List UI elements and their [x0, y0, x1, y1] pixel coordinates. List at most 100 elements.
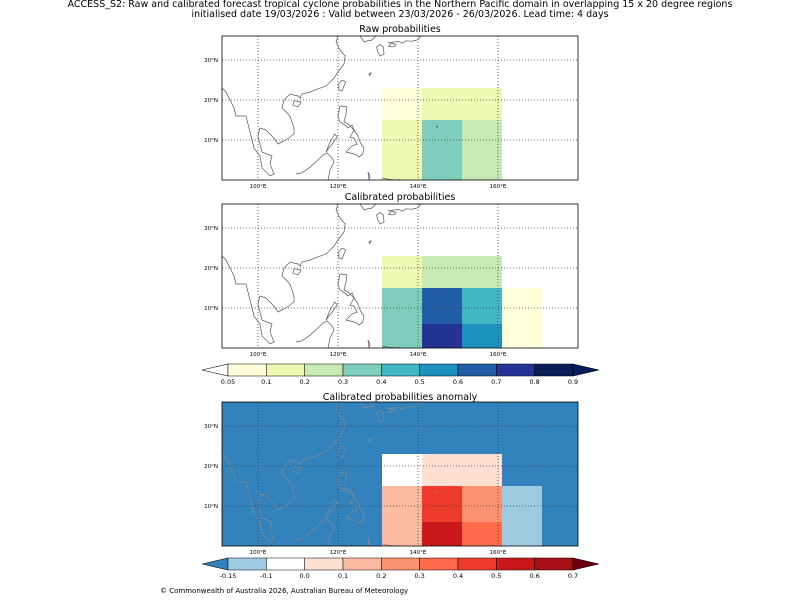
- raw-coastline: [295, 152, 335, 180]
- anomaly-probability-cell: [462, 522, 502, 546]
- anomaly-colorbar-tick-label: 0.3: [414, 572, 424, 580]
- raw-probability-cell: [462, 120, 502, 180]
- anomaly-colorbar-tick-label: 0.1: [338, 572, 348, 580]
- calibrated-probability-cell: [422, 256, 502, 288]
- calibrated-lat-tick-label: 20°N: [204, 266, 218, 272]
- calibrated-coastline: [387, 204, 422, 212]
- raw-coastline: [325, 133, 338, 153]
- raw-coastline: [368, 72, 372, 77]
- anomaly-coastline: [325, 499, 338, 519]
- anomaly-colorbar-over-arrow: [572, 557, 600, 571]
- probability-colorbar-tick-label: 0.5: [414, 378, 424, 386]
- anomaly-colorbar-color-swatch: [304, 557, 344, 571]
- raw-coastline: [387, 36, 422, 44]
- raw-coastline: [376, 43, 385, 57]
- probability-colorbar-tick-label: 0.8: [529, 378, 539, 386]
- calibrated-coastline: [368, 240, 372, 245]
- anomaly-coastline: [368, 438, 372, 443]
- probability-colorbar-tick-label: 0.9: [568, 378, 578, 386]
- anomaly-colorbar-tick-label: 0.6: [529, 572, 539, 580]
- anomaly-colorbar-tick-label: 0.5: [491, 572, 501, 580]
- calibrated-lat-tick-label: 30°N: [204, 226, 218, 232]
- raw-coastline: [337, 105, 355, 131]
- anomaly-coastline: [292, 466, 302, 474]
- probability-colorbar-color-swatch: [304, 363, 344, 377]
- anomaly-colorbar-tick-label: -0.15: [220, 572, 237, 580]
- calibrated-coastline: [295, 320, 335, 348]
- raw-probability-cell: [382, 88, 422, 120]
- raw-lon-tick-label: 120°E: [330, 184, 347, 190]
- anomaly-coastline: [295, 518, 335, 546]
- calibrated-coastline: [338, 247, 347, 260]
- raw-lon-tick-label: 140°E: [410, 184, 427, 190]
- anomaly-lon-tick-label: 100°E: [250, 550, 267, 556]
- calibrated-coastline: [222, 204, 346, 345]
- raw-lon-tick-label: 160°E: [490, 184, 507, 190]
- anomaly-probability-cell: [422, 522, 462, 546]
- raw-coastline: [359, 36, 377, 42]
- calibrated-coastline: [376, 211, 385, 225]
- probability-colorbar-color-swatch: [419, 363, 459, 377]
- anomaly-lon-tick-label: 140°E: [410, 550, 427, 556]
- probability-colorbar-color-swatch: [266, 363, 305, 377]
- calibrated-coastline: [367, 339, 371, 348]
- probability-colorbar-tick-label: 0.3: [338, 378, 348, 386]
- probability-colorbar-tick-label: 0.05: [221, 378, 235, 386]
- calibrated-plot-area: [222, 204, 578, 348]
- anomaly-lat-tick-label: 20°N: [204, 464, 218, 470]
- probability-colorbar-over-arrow: [572, 363, 600, 377]
- anomaly-plot-area: [222, 402, 578, 546]
- calibrated-coastline: [337, 273, 355, 299]
- raw-coastline: [345, 129, 365, 158]
- anomaly-colorbar-tick-label: 0.7: [568, 572, 578, 580]
- calibrated-lat-tick-label: 10°N: [204, 306, 218, 312]
- calibrated-probability-cell: [422, 288, 462, 324]
- calibrated-coastline: [325, 301, 338, 321]
- anomaly-coastline: [435, 491, 439, 494]
- raw-plot-area: [222, 36, 578, 180]
- probability-colorbar-color-swatch: [342, 363, 382, 377]
- anomaly-colorbar-color-swatch: [266, 557, 305, 571]
- probability-colorbar-color-swatch: [227, 363, 267, 377]
- raw-coastline: [367, 171, 371, 180]
- raw-coastline: [338, 79, 347, 92]
- anomaly-colorbar-color-swatch: [342, 557, 382, 571]
- probability-colorbar-color-swatch: [534, 363, 574, 377]
- anomaly-coastline: [337, 471, 355, 497]
- anomaly-coastline: [345, 495, 365, 524]
- raw-coastline: [388, 42, 397, 48]
- raw-lat-tick-label: 10°N: [204, 138, 218, 144]
- probability-colorbar-color-swatch: [381, 363, 420, 377]
- calibrated-map-frame: [221, 203, 579, 349]
- raw-map-frame: [221, 35, 579, 181]
- calibrated-coastline: [359, 204, 377, 210]
- raw-panel-title: Raw probabilities: [359, 24, 441, 35]
- anomaly-coastline: [338, 445, 347, 458]
- calibrated-probability-cell: [382, 288, 422, 348]
- anomaly-colorbar-tick-label: 0.4: [453, 572, 463, 580]
- anomaly-probability-cell: [422, 486, 462, 522]
- raw-lon-tick-label: 100°E: [250, 184, 267, 190]
- anomaly-lat-tick-label: 10°N: [204, 504, 218, 510]
- anomaly-coastline: [388, 408, 397, 414]
- anomaly-probability-cell: [382, 486, 422, 546]
- anomaly-colorbar-color-swatch: [496, 557, 535, 571]
- raw-lat-tick-label: 20°N: [204, 98, 218, 104]
- anomaly-coastline: [387, 402, 422, 410]
- calibrated-probability-cell: [462, 324, 502, 348]
- anomaly-coastline: [359, 402, 377, 408]
- anomaly-colorbar-color-swatch: [381, 557, 420, 571]
- anomaly-colorbar-tick-label: 0.2: [376, 572, 386, 580]
- calibrated-panel-title: Calibrated probabilities: [344, 192, 456, 203]
- probability-colorbar-tick-label: 0.4: [376, 378, 386, 386]
- anomaly-panel-title: Calibrated probabilities anomaly: [322, 392, 478, 403]
- probability-colorbar-tick-label: 0.7: [491, 378, 501, 386]
- anomaly-colorbar-color-swatch: [534, 557, 574, 571]
- probability-colorbar-under-arrow: [201, 363, 229, 377]
- anomaly-colorbar-under-arrow: [201, 557, 229, 571]
- calibrated-coastline: [292, 268, 302, 276]
- calibrated-probability-cell: [382, 256, 422, 288]
- calibrated-lon-tick-label: 160°E: [490, 352, 507, 358]
- calibrated-coastline: [388, 210, 397, 216]
